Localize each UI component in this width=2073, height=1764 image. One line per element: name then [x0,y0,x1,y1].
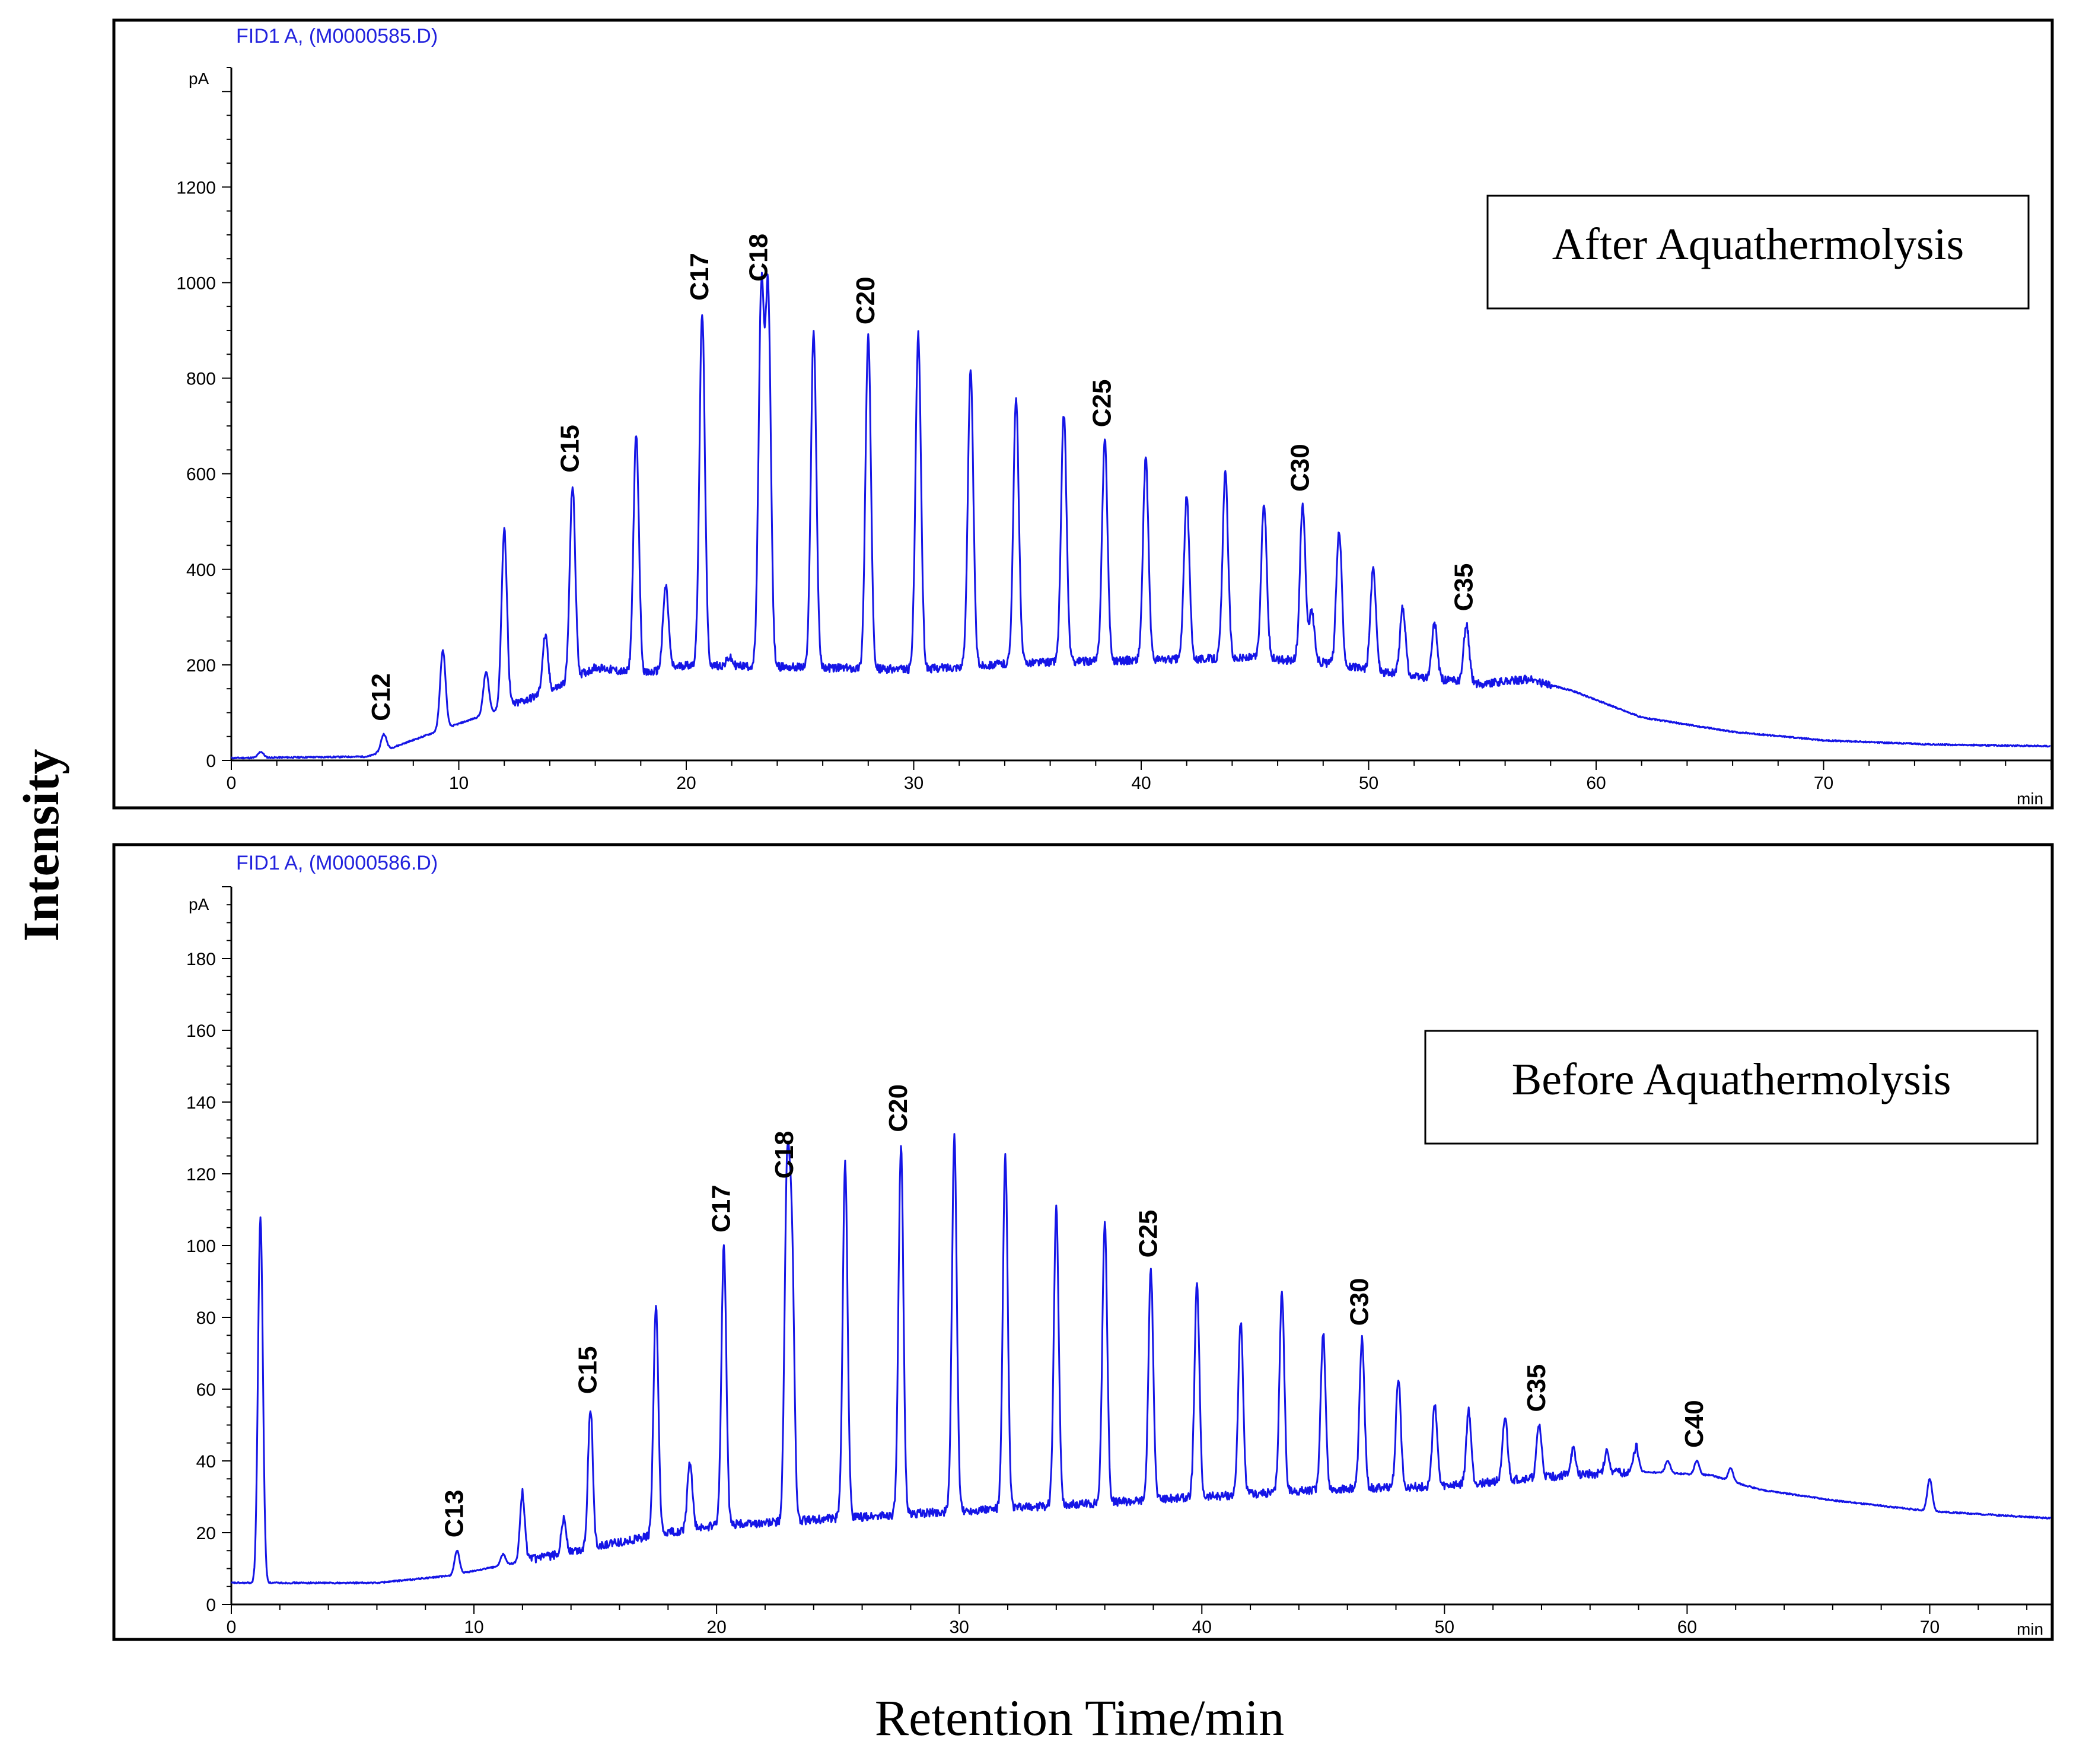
chart-panel-after: FID1 A, (M0000585.D) pA min 0 10 20 30 40 50 6… [112,18,2054,810]
y-tick-label: 120 [186,1165,216,1185]
x-tick-label: 20 [676,773,696,793]
peak-label: C25 [1133,1210,1163,1258]
legend-text: Before Aquathermolysis [1512,1055,1951,1104]
x-tick-label: 10 [449,773,469,793]
peak-label: C15 [555,425,584,473]
y-tick-label: 20 [196,1524,216,1543]
x-tick-label: 70 [1920,1617,1940,1637]
axes: 0 10 20 30 40 50 60 70 0 20 40 60 80 100 120 140 160 180 [186,886,2051,1637]
y-tick-label: 40 [196,1452,216,1472]
peak-labels: C13 C15 C17 C18 C20 C25 C30 C35 C40 [440,1084,1708,1537]
legend-box: Before Aquathermolysis [1424,1030,2039,1145]
x-tick-label: 30 [904,773,924,793]
peak-label: C18 [744,234,773,282]
x-tick-label: 10 [464,1617,483,1637]
chromatogram-trace [231,1133,2052,1585]
x-tick-label: 70 [1814,773,1833,793]
chromatogram-trace [231,272,2051,760]
peak-label: C25 [1088,380,1117,428]
y-tick-label: 1200 [176,178,216,198]
peak-label: C40 [1680,1400,1709,1448]
peak-label: C12 [367,673,396,721]
x-unit-label: min [2017,1620,2043,1638]
legend-text: After Aquathermolysis [1552,219,1964,269]
peak-label: C35 [1522,1364,1551,1412]
y-tick-label: 140 [186,1093,216,1113]
axes: 0 10 20 30 40 50 60 70 0 200 400 600 800 1000 1200 [176,67,2052,793]
peak-label: C17 [706,1185,735,1233]
x-tick-label: 40 [1192,1617,1212,1637]
legend-box: After Aquathermolysis [1486,195,2030,310]
peak-labels: C12 C15 C17 C18 C20 C25 C30 C35 [367,234,1478,721]
x-tick-label: 0 [227,1617,237,1637]
peak-label: C20 [884,1084,913,1132]
y-tick-label: 800 [186,370,216,389]
y-unit-label: pA [189,69,209,88]
x-tick-label: 30 [950,1617,969,1637]
x-tick-label: 20 [706,1617,726,1637]
panel-frame [112,18,2054,810]
x-tick-label: 50 [1435,1617,1454,1637]
x-tick-label: 50 [1359,773,1378,793]
x-unit-label: min [2017,789,2043,808]
peak-label: C35 [1449,563,1478,612]
peak-label: C17 [685,253,714,301]
y-tick-label: 180 [186,950,216,969]
peak-label: C15 [573,1346,602,1394]
chromatogram [231,272,2051,760]
y-tick-label: 600 [186,465,216,485]
y-tick-label: 200 [186,656,216,676]
file-label: FID1 A, (M0000586.D) [236,852,438,874]
y-tick-label: 80 [196,1308,216,1328]
chromatogram [231,1133,2052,1585]
x-tick-label: 40 [1131,773,1151,793]
y-tick-label: 400 [186,561,216,580]
peak-label: C20 [851,276,880,324]
y-tick-label: 100 [186,1237,216,1256]
x-tick-label: 60 [1586,773,1606,793]
chart-panel-before: FID1 A, (M0000586.D) pA min 0 10 20 30 40 50 6… [112,843,2054,1641]
y-tick-label: 60 [196,1380,216,1400]
panel-frame [112,843,2054,1641]
x-tick-label: 60 [1677,1617,1697,1637]
peak-label: C18 [770,1131,799,1179]
y-tick-label: 0 [206,1596,216,1615]
y-axis-title: Intensity [12,749,69,942]
x-tick-label: 0 [227,773,237,793]
y-tick-label: 160 [186,1021,216,1041]
x-axis-title: Retention Time/min [875,1689,1284,1746]
y-unit-label: pA [189,895,209,913]
peak-label: C13 [440,1490,469,1538]
y-tick-label: 1000 [176,273,216,293]
y-tick-label: 0 [206,752,216,771]
peak-label: C30 [1285,444,1314,492]
file-label: FID1 A, (M0000585.D) [236,25,438,47]
peak-label: C30 [1345,1278,1374,1326]
